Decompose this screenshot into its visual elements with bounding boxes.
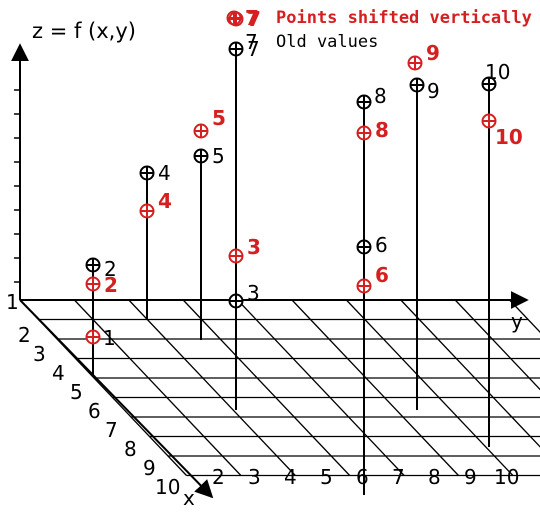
diagram-title: z = f (x,y) <box>32 19 136 43</box>
x-axis <box>19 299 214 499</box>
x-tick-label: 7 <box>105 418 118 442</box>
legend-old-number: 7 <box>245 30 258 54</box>
grid-line <box>345 299 514 476</box>
shifted-point-label: 8 <box>375 118 389 142</box>
old-point-label: 3 <box>247 281 260 305</box>
old-point-marker <box>356 94 372 110</box>
shifted-point-marker <box>139 203 155 219</box>
shifted-point-label: 7 <box>247 7 261 31</box>
legend: 7 Points shifted vertically 7 Old values <box>226 6 532 54</box>
shifted-point-marker <box>407 55 423 71</box>
y-tick-label: 6 <box>356 465 369 489</box>
legend-shifted-number: 7 <box>245 6 259 30</box>
shifted-point-label: 10 <box>495 125 523 149</box>
old-point-marker <box>228 41 244 57</box>
origin-label: 1 <box>6 290 19 314</box>
old-point-label: 6 <box>375 233 388 257</box>
shifted-point-label: 4 <box>158 189 172 213</box>
shifted-point-label: 1 <box>103 326 116 350</box>
legend-shifted-label: Points shifted vertically <box>276 8 532 28</box>
old-point-marker <box>228 293 244 309</box>
x-tick-label: 3 <box>33 342 46 366</box>
legend-shifted-marker <box>226 10 242 26</box>
old-point-marker <box>193 148 209 164</box>
points <box>85 11 497 345</box>
shifted-point-marker <box>356 125 372 141</box>
x-tick-label: 6 <box>88 399 101 423</box>
old-point-marker <box>409 77 425 93</box>
x-tick-label: 10 <box>155 475 180 499</box>
y-tick-label: 2 <box>212 465 225 489</box>
y-tick-label: 4 <box>284 465 297 489</box>
x-tick-label: 9 <box>143 456 156 480</box>
old-point-marker <box>356 239 372 255</box>
y-tick-label: 9 <box>464 465 477 489</box>
grid-line <box>454 299 540 391</box>
shifted-point-marker <box>193 123 209 139</box>
old-point-marker <box>139 165 155 181</box>
shifted-point-label: 5 <box>212 106 226 130</box>
old-point-label: 5 <box>212 144 225 168</box>
x-tick-label: 4 <box>52 361 65 385</box>
old-point-marker <box>85 257 101 273</box>
shifted-point-label: 9 <box>426 41 440 65</box>
old-point-marker <box>481 76 497 92</box>
shifted-point-marker <box>85 329 101 345</box>
grid-line <box>128 299 296 476</box>
grid-line <box>73 299 242 476</box>
legend-old-label: Old values <box>276 32 378 52</box>
shifted-point-label: 6 <box>375 263 389 287</box>
x-tick-label: 5 <box>70 380 83 404</box>
old-point-label: 10 <box>485 60 510 84</box>
old-point-label: 2 <box>104 257 117 281</box>
old-point-label: 4 <box>158 161 171 185</box>
y-tick-label: 10 <box>494 465 519 489</box>
shifted-point-marker <box>85 276 101 292</box>
x-tick-label: 8 <box>124 437 137 461</box>
shifted-point-marker <box>481 113 497 129</box>
x-tick-label: 2 <box>18 323 31 347</box>
y-tick-label: 3 <box>248 465 261 489</box>
shifted-point-label: 2 <box>104 273 118 297</box>
y-axis-label: y <box>511 309 523 333</box>
grid-line <box>237 299 405 476</box>
shifted-point-marker <box>356 278 372 294</box>
old-point-label: 9 <box>427 79 440 103</box>
old-point-label: 7 <box>247 37 260 61</box>
y-tick-label: 8 <box>428 465 441 489</box>
shifted-point-label: 3 <box>247 235 261 259</box>
x-axis-label: x <box>183 486 195 510</box>
shifted-point-marker <box>228 248 244 264</box>
y-tick-labels: 2 3 4 5 6 7 8 9 10 <box>212 465 519 489</box>
old-point-label: 8 <box>374 84 387 108</box>
y-tick-label: 5 <box>320 465 333 489</box>
grid-line <box>291 299 459 476</box>
grid-line <box>509 299 540 333</box>
stems <box>92 49 490 495</box>
y-tick-label: 7 <box>392 465 405 489</box>
axes <box>10 43 529 499</box>
grid-line <box>182 299 351 476</box>
ground-grid <box>19 299 540 477</box>
